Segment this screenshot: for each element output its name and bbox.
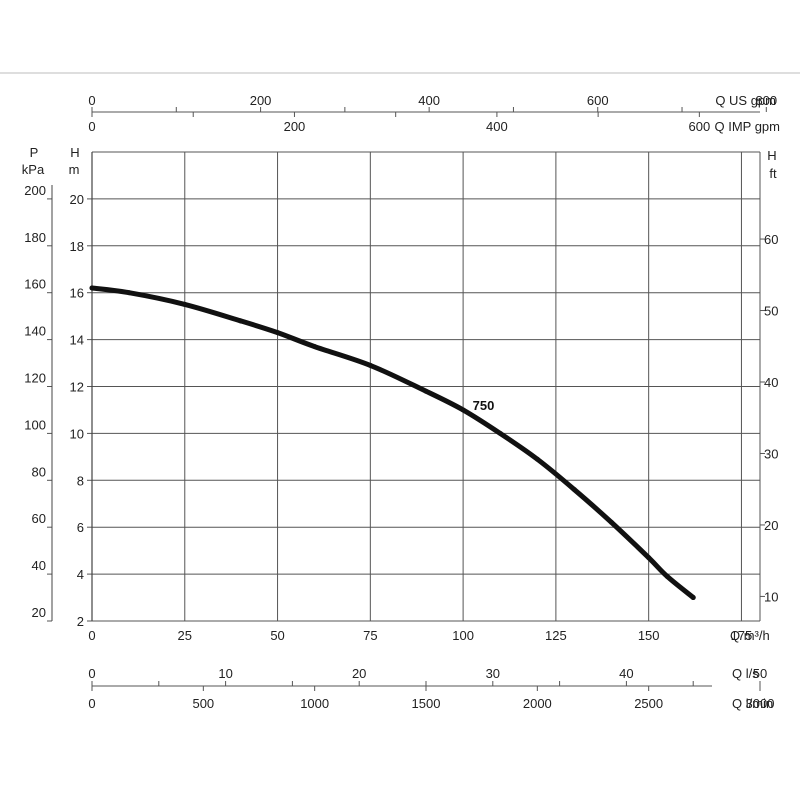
axis-labels: 0 25 50 75 100 125 150 175220440660880101001212… <box>22 93 780 711</box>
data-point <box>423 388 429 394</box>
tick-label-pressure-kpa: 200 <box>24 183 46 198</box>
tick-label-lmin: 2500 <box>634 696 663 711</box>
tick-label-us-gpm: 0 <box>88 93 95 108</box>
axis-title-ls: Q l/s <box>732 666 759 681</box>
tick-label-us-gpm: 400 <box>418 93 440 108</box>
data-point <box>571 487 577 493</box>
data-point <box>609 520 615 526</box>
series-layer: 750 <box>89 285 696 601</box>
axis-unit-head-m: m <box>69 162 80 177</box>
axis-title-head-m: H <box>70 145 79 160</box>
tick-label-head-ft: 20 <box>764 518 778 533</box>
tick-label-pressure-kpa: 180 <box>24 230 46 245</box>
tick-label-flow-m3h: 175 <box>731 628 753 643</box>
tick-label-flow-m3h: 125 <box>545 628 567 643</box>
axis-unit-pressure: kPa <box>22 162 45 177</box>
axis-title-lmin: Q l/min <box>732 696 773 711</box>
tick-label-head-m: 14 <box>70 333 84 348</box>
data-point <box>275 330 281 336</box>
tick-label-us-gpm: 600 <box>587 93 609 108</box>
tick-label-head-ft: 50 <box>764 304 778 319</box>
data-point <box>664 573 670 579</box>
tick-label-head-m: 18 <box>70 239 84 254</box>
tick-label-head-m: 6 <box>77 520 84 535</box>
axes <box>47 107 767 691</box>
tick-label-head-m: 12 <box>70 380 84 395</box>
tick-label-flow-m3h: 0 <box>88 628 95 643</box>
tick-label-pressure-kpa: 40 <box>32 558 46 573</box>
data-point <box>690 595 696 601</box>
data-point <box>182 301 188 307</box>
tick-label-pressure-kpa: 80 <box>32 464 46 479</box>
tick-label-us-gpm: 200 <box>250 93 272 108</box>
tick-label-flow-m3h: 50 <box>270 628 284 643</box>
tick-label-ls: 50 <box>753 666 767 681</box>
curve-label-750: 750 <box>473 398 495 413</box>
tick-label-head-ft: 10 <box>764 589 778 604</box>
tick-label-flow-m3h: 25 <box>178 628 192 643</box>
tick-label-head-ft: 30 <box>764 446 778 461</box>
tick-label-pressure-kpa: 100 <box>24 417 46 432</box>
tick-label-us-gpm: 800 <box>755 93 777 108</box>
tick-label-imp-gpm: 0 <box>88 119 95 134</box>
tick-label-imp-gpm: 200 <box>284 119 306 134</box>
tick-label-lmin: 1500 <box>412 696 441 711</box>
tick-label-head-m: 10 <box>70 426 84 441</box>
data-point <box>89 285 95 291</box>
tick-label-flow-m3h: 75 <box>363 628 377 643</box>
tick-label-lmin: 2000 <box>523 696 552 711</box>
data-point <box>460 407 466 413</box>
tick-label-flow-m3h: 150 <box>638 628 660 643</box>
series-line-750 <box>89 285 696 600</box>
data-point <box>237 318 243 324</box>
axis-title-imp-gpm: Q IMP gpm <box>714 119 780 134</box>
axis-title-head-ft: H <box>767 148 776 163</box>
data-point <box>646 555 652 561</box>
tick-label-pressure-kpa: 20 <box>32 605 46 620</box>
tick-label-head-m: 20 <box>70 192 84 207</box>
data-point <box>367 362 373 368</box>
axis-unit-head-ft: ft <box>769 166 777 181</box>
tick-label-ls: 40 <box>619 666 633 681</box>
axis-title-pressure: P <box>30 145 39 160</box>
tick-label-imp-gpm: 400 <box>486 119 508 134</box>
tick-label-head-m: 4 <box>77 567 84 582</box>
axis-title-flow-m3h: Q m³/h <box>730 628 770 643</box>
axis-title-us-gpm: Q US gpm <box>715 93 776 108</box>
data-point <box>534 456 540 462</box>
tick-label-lmin: 3000 <box>746 696 775 711</box>
tick-label-ls: 20 <box>352 666 366 681</box>
data-point <box>497 430 503 436</box>
tick-label-imp-gpm: 600 <box>689 119 711 134</box>
tick-label-lmin: 0 <box>88 696 95 711</box>
tick-label-ls: 10 <box>218 666 232 681</box>
tick-label-flow-m3h: 100 <box>452 628 474 643</box>
tick-label-pressure-kpa: 140 <box>24 324 46 339</box>
tick-label-head-m: 2 <box>77 614 84 629</box>
data-point <box>126 290 132 296</box>
data-point <box>312 344 318 350</box>
tick-label-ls: 0 <box>88 666 95 681</box>
tick-label-pressure-kpa: 60 <box>32 511 46 526</box>
tick-label-lmin: 500 <box>192 696 214 711</box>
tick-label-ls: 30 <box>486 666 500 681</box>
tick-label-pressure-kpa: 160 <box>24 277 46 292</box>
tick-label-head-m: 16 <box>70 286 84 301</box>
tick-label-head-m: 8 <box>77 473 84 488</box>
tick-label-head-ft: 60 <box>764 232 778 247</box>
tick-label-lmin: 1000 <box>300 696 329 711</box>
tick-label-head-ft: 40 <box>764 375 778 390</box>
grid <box>91 151 761 622</box>
tick-label-pressure-kpa: 120 <box>24 371 46 386</box>
